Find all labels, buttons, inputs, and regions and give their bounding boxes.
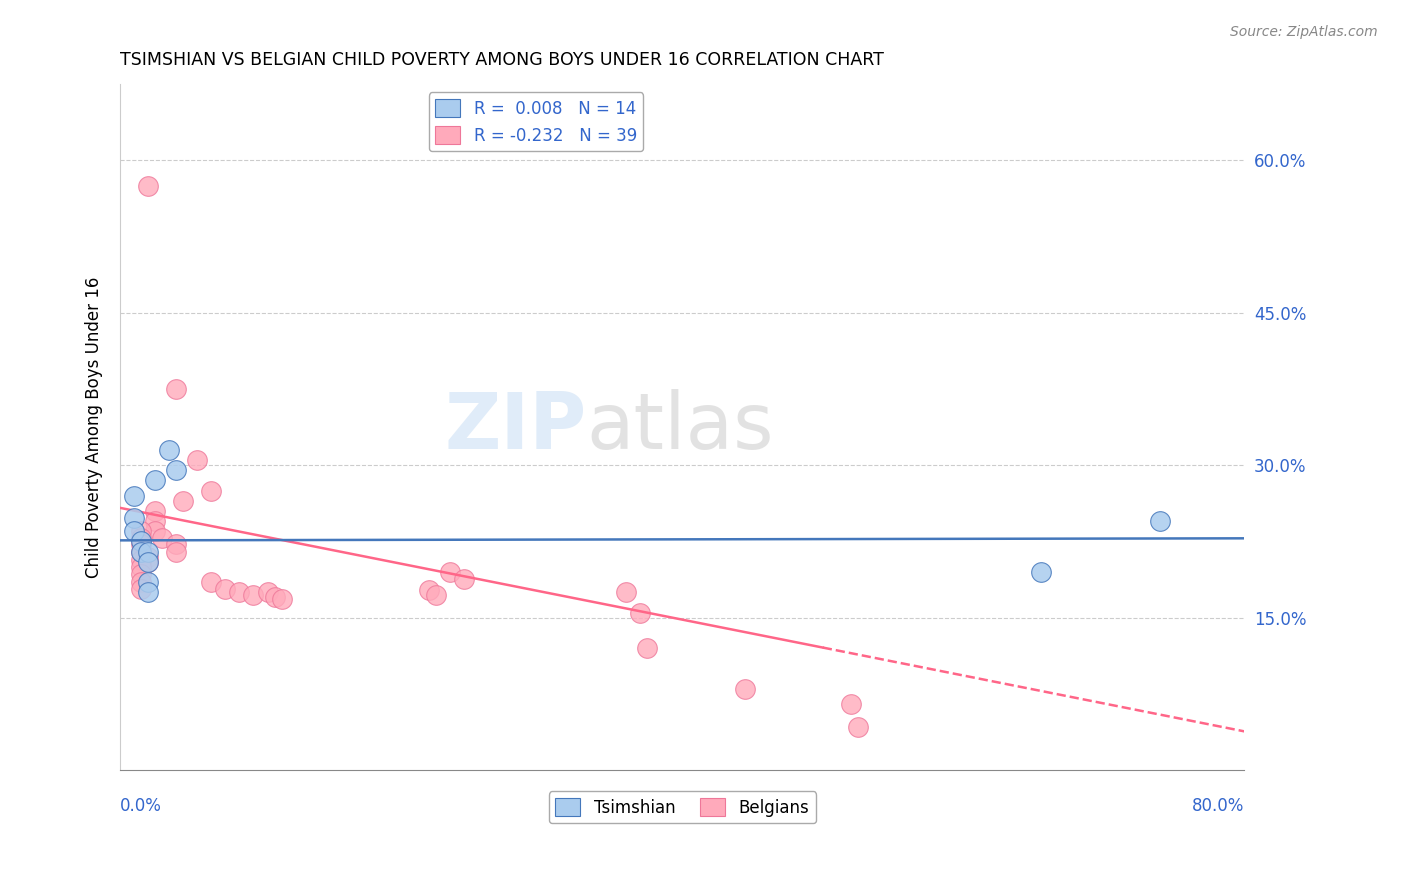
Point	[129, 524, 152, 539]
Point	[270, 592, 292, 607]
Point	[143, 474, 166, 488]
Point	[143, 524, 166, 539]
Point	[136, 549, 159, 564]
Point	[628, 606, 651, 620]
Point	[439, 565, 461, 579]
Point	[136, 178, 159, 193]
Point	[165, 537, 187, 551]
Point	[200, 483, 222, 498]
Point	[256, 585, 278, 599]
Point	[214, 582, 236, 596]
Y-axis label: Child Poverty Among Boys Under 16: Child Poverty Among Boys Under 16	[86, 277, 103, 578]
Point	[1029, 565, 1052, 579]
Point	[614, 585, 637, 599]
Point	[143, 514, 166, 528]
Point	[636, 641, 658, 656]
Point	[129, 537, 152, 551]
Point	[172, 493, 194, 508]
Text: ZIP: ZIP	[444, 389, 586, 465]
Point	[186, 453, 208, 467]
Point	[418, 583, 440, 598]
Text: TSIMSHIAN VS BELGIAN CHILD POVERTY AMONG BOYS UNDER 16 CORRELATION CHART: TSIMSHIAN VS BELGIAN CHILD POVERTY AMONG…	[120, 51, 884, 69]
Point	[242, 588, 264, 602]
Point	[129, 566, 152, 581]
Point	[136, 585, 159, 599]
Text: 0.0%: 0.0%	[120, 797, 162, 815]
Point	[136, 574, 159, 589]
Legend: Tsimshian, Belgians: Tsimshian, Belgians	[548, 791, 815, 823]
Point	[734, 681, 756, 696]
Point	[263, 591, 285, 605]
Point	[150, 532, 173, 546]
Point	[129, 552, 152, 566]
Point	[129, 574, 152, 589]
Point	[1149, 514, 1171, 528]
Point	[228, 585, 250, 599]
Text: 80.0%: 80.0%	[1192, 797, 1244, 815]
Point	[122, 511, 145, 525]
Text: Source: ZipAtlas.com: Source: ZipAtlas.com	[1230, 25, 1378, 39]
Point	[165, 463, 187, 477]
Point	[846, 720, 869, 734]
Point	[122, 489, 145, 503]
Point	[453, 572, 475, 586]
Point	[157, 442, 180, 457]
Point	[122, 524, 145, 539]
Point	[425, 588, 447, 602]
Point	[129, 582, 152, 596]
Point	[136, 544, 159, 558]
Point	[200, 574, 222, 589]
Point	[165, 382, 187, 396]
Point	[129, 544, 152, 558]
Point	[129, 559, 152, 574]
Text: atlas: atlas	[586, 389, 775, 465]
Point	[143, 504, 166, 518]
Point	[129, 544, 152, 558]
Point	[136, 555, 159, 569]
Point	[129, 532, 152, 546]
Point	[165, 544, 187, 558]
Point	[129, 534, 152, 549]
Point	[839, 697, 862, 711]
Point	[136, 555, 159, 569]
